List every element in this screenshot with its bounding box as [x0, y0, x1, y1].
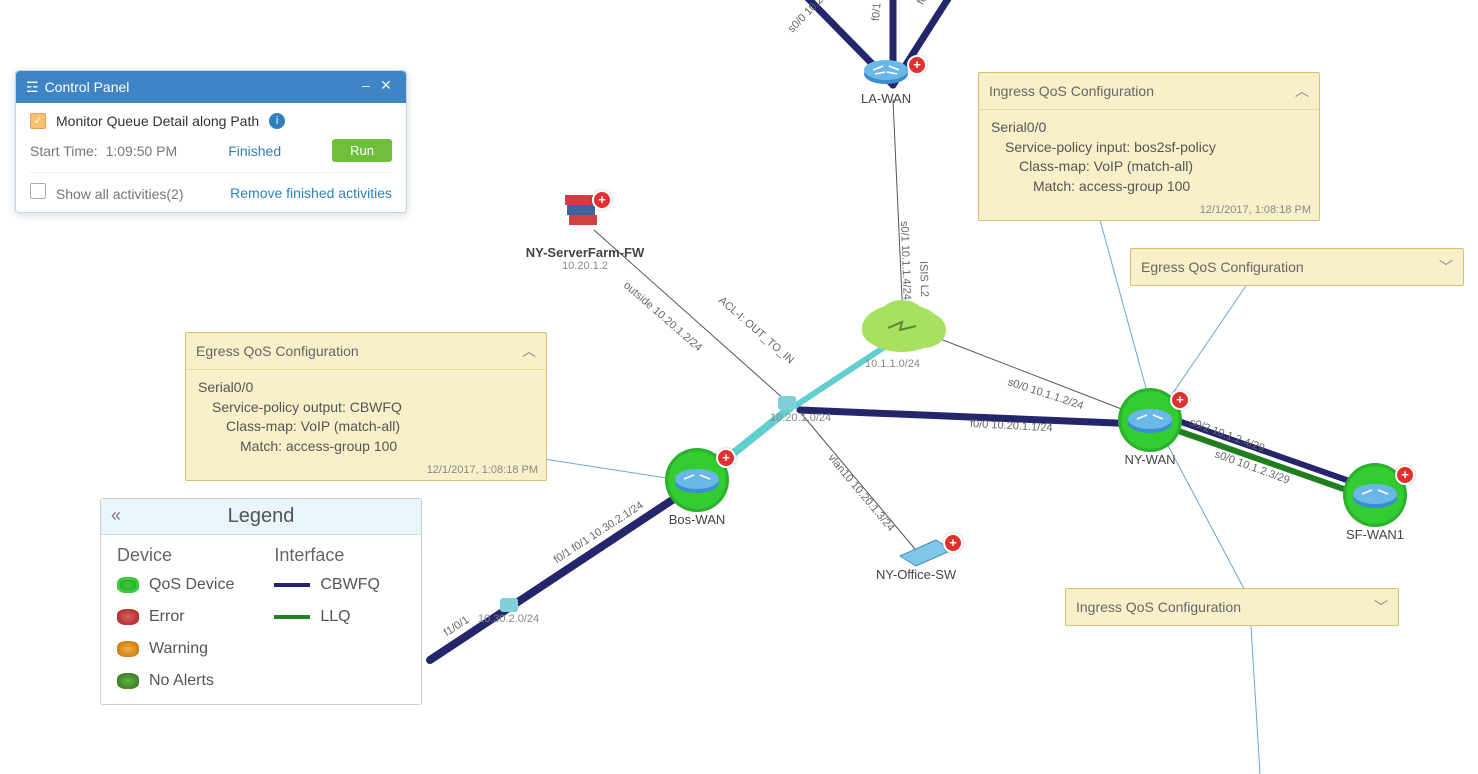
qos-title: Ingress QoS Configuration — [989, 83, 1154, 99]
qos-timestamp: 12/1/2017, 1:08:18 PM — [979, 204, 1319, 220]
info-icon[interactable]: i — [269, 113, 285, 129]
status-text: Finished — [228, 143, 281, 159]
control-panel: ☲ Control Panel – ✕ Monitor Queue Detail… — [15, 70, 407, 213]
legend-header: « Legend — [101, 499, 421, 535]
node-la-wan[interactable]: LA-WAN — [861, 56, 911, 106]
start-time-label: Start Time: — [30, 143, 98, 159]
node-sub: 10.1.1.0/24 — [865, 358, 920, 370]
qos-egress-box[interactable]: Egress QoS Configuration ︿ Serial0/0 Ser… — [185, 332, 547, 481]
run-button[interactable]: Run — [332, 139, 392, 162]
edge-label: ISIS L2 — [917, 261, 930, 297]
alert-icon[interactable] — [907, 55, 927, 75]
show-all-checkbox[interactable] — [30, 183, 46, 199]
monitor-label: Monitor Queue Detail along Path — [56, 113, 259, 129]
node-ny-sw[interactable]: NY-Office-SW — [876, 567, 956, 582]
legend-item-qos: QoS Device — [117, 576, 234, 594]
qos-iface: Serial0/0 — [991, 118, 1307, 138]
qos-policy: Service-policy output: CBWFQ — [198, 398, 534, 418]
qos-ingress-box[interactable]: Ingress QoS Configuration ︿ Serial0/0 Se… — [978, 72, 1320, 221]
minimize-icon[interactable]: – — [356, 77, 376, 97]
legend-interface-header: Interface — [274, 545, 380, 566]
qos-title: Egress QoS Configuration — [196, 343, 359, 359]
control-panel-title: Control Panel — [45, 79, 356, 95]
node-subnet1[interactable]: 10.20.1.0/24 — [770, 412, 831, 424]
alert-icon[interactable] — [592, 190, 612, 210]
node-label: SF-WAN1 — [1343, 527, 1407, 542]
legend-item-llq: LLQ — [274, 608, 380, 626]
start-time-value: 1:09:50 PM — [106, 143, 178, 159]
qos-policy: Service-policy input: bos2sf-policy — [991, 138, 1307, 158]
remove-finished-link[interactable]: Remove finished activities — [230, 185, 392, 201]
qos-match: Match: access-group 100 — [198, 437, 534, 457]
legend-item-noalerts: No Alerts — [117, 672, 234, 690]
monitor-checkbox[interactable] — [30, 113, 46, 129]
legend-label: Warning — [149, 640, 208, 658]
show-all-label: Show all activities(2) — [56, 186, 184, 202]
control-panel-header[interactable]: ☲ Control Panel – ✕ — [16, 71, 406, 103]
noalerts-icon — [117, 673, 139, 689]
legend-label: CBWFQ — [320, 576, 380, 594]
error-icon — [117, 609, 139, 625]
qos-egress-collapsed[interactable]: Egress QoS Configuration ﹀ — [1130, 248, 1464, 286]
node-label: LA-WAN — [861, 91, 911, 106]
qos-title: Ingress QoS Configuration — [1076, 599, 1241, 615]
node-sub: 10.20.1.0/24 — [770, 412, 831, 424]
qos-timestamp: 12/1/2017, 1:08:18 PM — [186, 464, 546, 480]
legend-panel: « Legend Device QoS Device Error Warning — [100, 498, 422, 705]
qos-title: Egress QoS Configuration — [1141, 259, 1304, 275]
alert-icon[interactable] — [716, 448, 736, 468]
legend-item-cbwfq: CBWFQ — [274, 576, 380, 594]
node-label: NY-Office-SW — [876, 567, 956, 582]
qos-ingress-collapsed[interactable]: Ingress QoS Configuration ﹀ — [1065, 588, 1399, 626]
node-sub: 10.20.1.2 — [505, 260, 665, 272]
legend-title: Legend — [228, 505, 295, 527]
legend-item-error: Error — [117, 608, 234, 626]
qos-match: Match: access-group 100 — [991, 177, 1307, 197]
legend-device-header: Device — [117, 545, 234, 566]
node-label: Bos-WAN — [665, 512, 729, 527]
chevron-down-icon[interactable]: ﹀ — [1374, 597, 1388, 617]
chevron-down-icon[interactable]: ﹀ — [1439, 257, 1453, 277]
legend-label: No Alerts — [149, 672, 214, 690]
node-subnet2[interactable]: 10.30.2.0/24 — [478, 613, 539, 625]
node-ny-fw[interactable]: NY-ServerFarm-FW 10.20.1.2 — [505, 245, 665, 272]
legend-label: Error — [149, 608, 185, 626]
node-label: NY-WAN — [1118, 452, 1182, 467]
alert-icon[interactable] — [943, 533, 963, 553]
qos-classmap: Class-map: VoIP (match-all) — [198, 417, 534, 437]
qos-device-icon — [117, 577, 139, 593]
alert-icon[interactable] — [1170, 390, 1190, 410]
legend-label: LLQ — [320, 608, 350, 626]
chevron-up-icon[interactable]: ︿ — [522, 341, 536, 361]
node-sub: 10.30.2.0/24 — [478, 613, 539, 625]
qos-classmap: Class-map: VoIP (match-all) — [991, 157, 1307, 177]
legend-item-warning: Warning — [117, 640, 234, 658]
legend-label: QoS Device — [149, 576, 234, 594]
alert-icon[interactable] — [1395, 465, 1415, 485]
collapse-legend-icon[interactable]: « — [111, 505, 121, 526]
qos-iface: Serial0/0 — [198, 378, 534, 398]
close-icon[interactable]: ✕ — [376, 77, 396, 97]
node-label: NY-ServerFarm-FW — [505, 245, 665, 260]
llq-line-icon — [274, 615, 310, 619]
chevron-up-icon[interactable]: ︿ — [1295, 81, 1309, 101]
cbwfq-line-icon — [274, 583, 310, 587]
warning-icon — [117, 641, 139, 657]
node-cloud[interactable]: 10.1.1.0/24 — [865, 358, 920, 370]
